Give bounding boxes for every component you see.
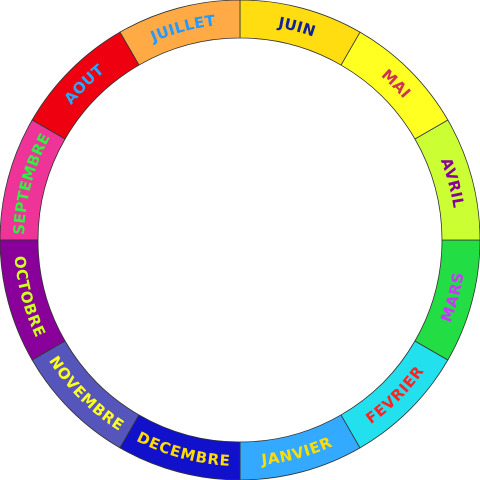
month-segment-decembre [119,414,241,480]
